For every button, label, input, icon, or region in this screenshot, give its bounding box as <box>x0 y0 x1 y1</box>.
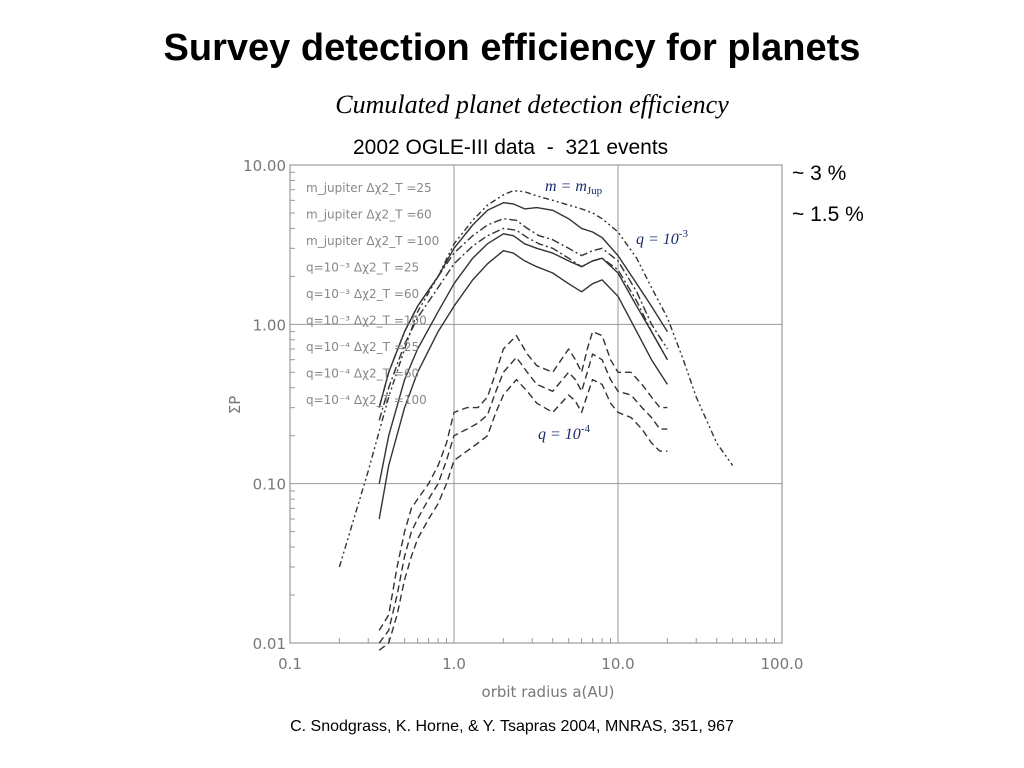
legend-entry: m_jupiter Δχ2_T =60 <box>306 208 432 222</box>
y-tick-label: 1.00 <box>253 316 286 334</box>
legend-entry: q=10⁻⁴ Δχ2_T =100 <box>306 393 427 407</box>
legend-entry: q=10⁻³ Δχ2_T =100 <box>306 314 427 328</box>
series-line-8: q=10⁻⁴ Δχ2_T=60 <box>378 353 668 644</box>
series-line-2: m_jupiter Δχ2_T=60 <box>378 217 668 408</box>
annotation-m-jup-text: m = m <box>545 178 587 195</box>
annotation-q3-text: q = 10 <box>636 231 679 248</box>
annotation-m-jup: m = mJup <box>545 178 603 197</box>
annotation-q3-exp: -3 <box>679 228 689 240</box>
x-tick-label: 100.0 <box>761 655 804 673</box>
legend-entry: q=10⁻⁴ Δχ2_T =60 <box>306 367 419 381</box>
footer-citation: C. Snodgrass, K. Horne, & Y. Tsapras 200… <box>290 718 734 735</box>
y-tick-label: 0.10 <box>253 476 286 494</box>
annotation-m-jup-sub: Jup <box>587 185 603 197</box>
series-line-9: q=10⁻⁴ Δχ2_T=100 <box>378 378 668 651</box>
annotation-q-1e-3: q = 10-3 <box>636 228 688 248</box>
series-line-4: q=10⁻³ Δχ2_T=25 <box>378 201 668 408</box>
series-line-7: q=10⁻⁴ Δχ2_T=25 <box>378 330 668 631</box>
y-tick-label: 0.01 <box>253 635 286 653</box>
series-line-1: m_jupiter Δχ2_T=25 <box>338 189 734 568</box>
series-line-6: q=10⁻³ Δχ2_T=100 <box>378 249 668 520</box>
data-caption: 2002 OGLE-III data - 321 events <box>353 136 669 159</box>
tick-layer: 0.1 1.0 10.0 100.0 10.00 1.00 0.10 0.01 <box>243 157 803 673</box>
y-tick-label: 10.00 <box>243 157 286 175</box>
x-axis-label: orbit radius a(AU) <box>482 683 615 701</box>
series-line-3: m_jupiter Δχ2_T=100 <box>378 227 669 421</box>
legend-layer: m_jupiter Δχ2_T =25 m_jupiter Δχ2_T =60 m_… <box>306 181 439 407</box>
side-note-3-percent: ~ 3 % <box>792 162 847 185</box>
annotation-q4-text: q = 10 <box>538 426 581 443</box>
x-tick-label: 10.0 <box>601 655 634 673</box>
slide-title: Survey detection efficiency for planets <box>163 27 861 69</box>
x-tick-label: 1.0 <box>442 655 466 673</box>
legend-entry: q=10⁻³ Δχ2_T =60 <box>306 287 419 301</box>
legend-entry: q=10⁻³ Δχ2_T =25 <box>306 261 419 275</box>
plot-frame <box>289 164 783 644</box>
legend-entry: m_jupiter Δχ2_T =25 <box>306 181 432 195</box>
x-tick-label: 0.1 <box>278 655 302 673</box>
series-line-5: q=10⁻³ Δχ2_T=60 <box>378 233 669 484</box>
annotation-q4-exp: -4 <box>581 423 591 435</box>
slide-subtitle: Cumulated planet detection efficiency <box>335 90 729 119</box>
y-axis-label: ΣP <box>226 396 244 415</box>
side-note-1-5-percent: ~ 1.5 % <box>792 203 864 226</box>
series-layer: m_jupiter Δχ2_T=25m_jupiter Δχ2_T=60m_ju… <box>338 189 734 651</box>
legend-entry: q=10⁻⁴ Δχ2_T =25 <box>306 340 419 354</box>
annotation-q-1e-4: q = 10-4 <box>538 423 590 443</box>
legend-entry: m_jupiter Δχ2_T =100 <box>306 234 439 248</box>
grid-layer <box>289 164 783 644</box>
